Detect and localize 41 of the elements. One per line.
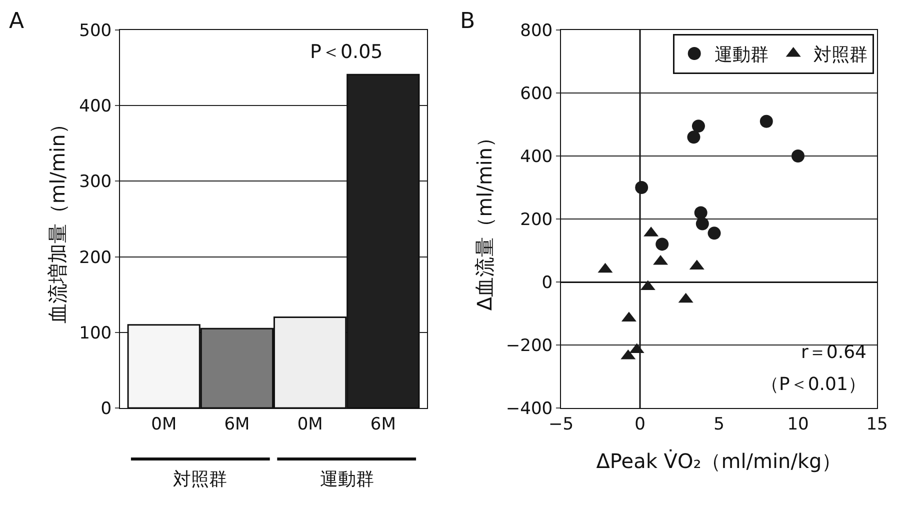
annotation: P＜0.05 [310, 41, 383, 63]
y-tick-label: 200 [79, 248, 112, 268]
legend-label: 運動群 [714, 44, 768, 66]
y-tick-label: 400 [79, 96, 112, 117]
chart-title: B [460, 9, 476, 34]
y-axis-title: 血流増加量（ml/min） [46, 114, 70, 324]
annotation: （P＜0.01） [761, 374, 866, 395]
point [687, 130, 700, 144]
x-tick-label: 6M [370, 414, 396, 434]
text: 対照群 [173, 469, 227, 490]
x-axis-title: ΔPeak V̇O₂（ml/min/kg） [596, 448, 842, 473]
point [656, 238, 669, 251]
point [708, 226, 721, 240]
x-tick-label: 5 [714, 414, 724, 434]
y-tick-label: 0 [100, 398, 112, 419]
y-tick-label: 600 [520, 84, 553, 104]
x-tick-label: 6M [224, 414, 250, 434]
point [692, 120, 705, 133]
y-tick-label: 100 [79, 323, 112, 344]
point [760, 114, 773, 128]
y-tick-label: 0 [542, 272, 553, 293]
legend-label: 対照群 [813, 44, 868, 66]
annotation: r＝0.64 [801, 342, 866, 363]
x-tick-label: 0M [297, 414, 323, 434]
y-tick-label: 400 [520, 146, 553, 167]
y-axis-title: Δ血流量（ml/min） [472, 127, 496, 311]
x-tick-label: 10 [787, 414, 809, 434]
y-tick-label: 800 [520, 20, 553, 41]
point [694, 206, 708, 220]
point [792, 150, 804, 162]
point [696, 217, 709, 230]
y-tick-label: 300 [79, 172, 112, 192]
point [635, 181, 648, 194]
x-tick-label: 0 [634, 414, 646, 434]
chart-title: A [9, 9, 24, 34]
y-tick-label: 200 [520, 210, 553, 230]
text: 運動群 [320, 469, 374, 490]
y-tick-label: 500 [79, 20, 112, 41]
x-tick-label: 15 [866, 414, 888, 434]
x-tick-label: 0M [151, 414, 177, 434]
y-tick-label: −200 [506, 336, 553, 356]
